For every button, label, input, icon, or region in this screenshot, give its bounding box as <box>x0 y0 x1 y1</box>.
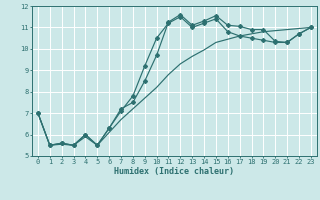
X-axis label: Humidex (Indice chaleur): Humidex (Indice chaleur) <box>115 167 234 176</box>
